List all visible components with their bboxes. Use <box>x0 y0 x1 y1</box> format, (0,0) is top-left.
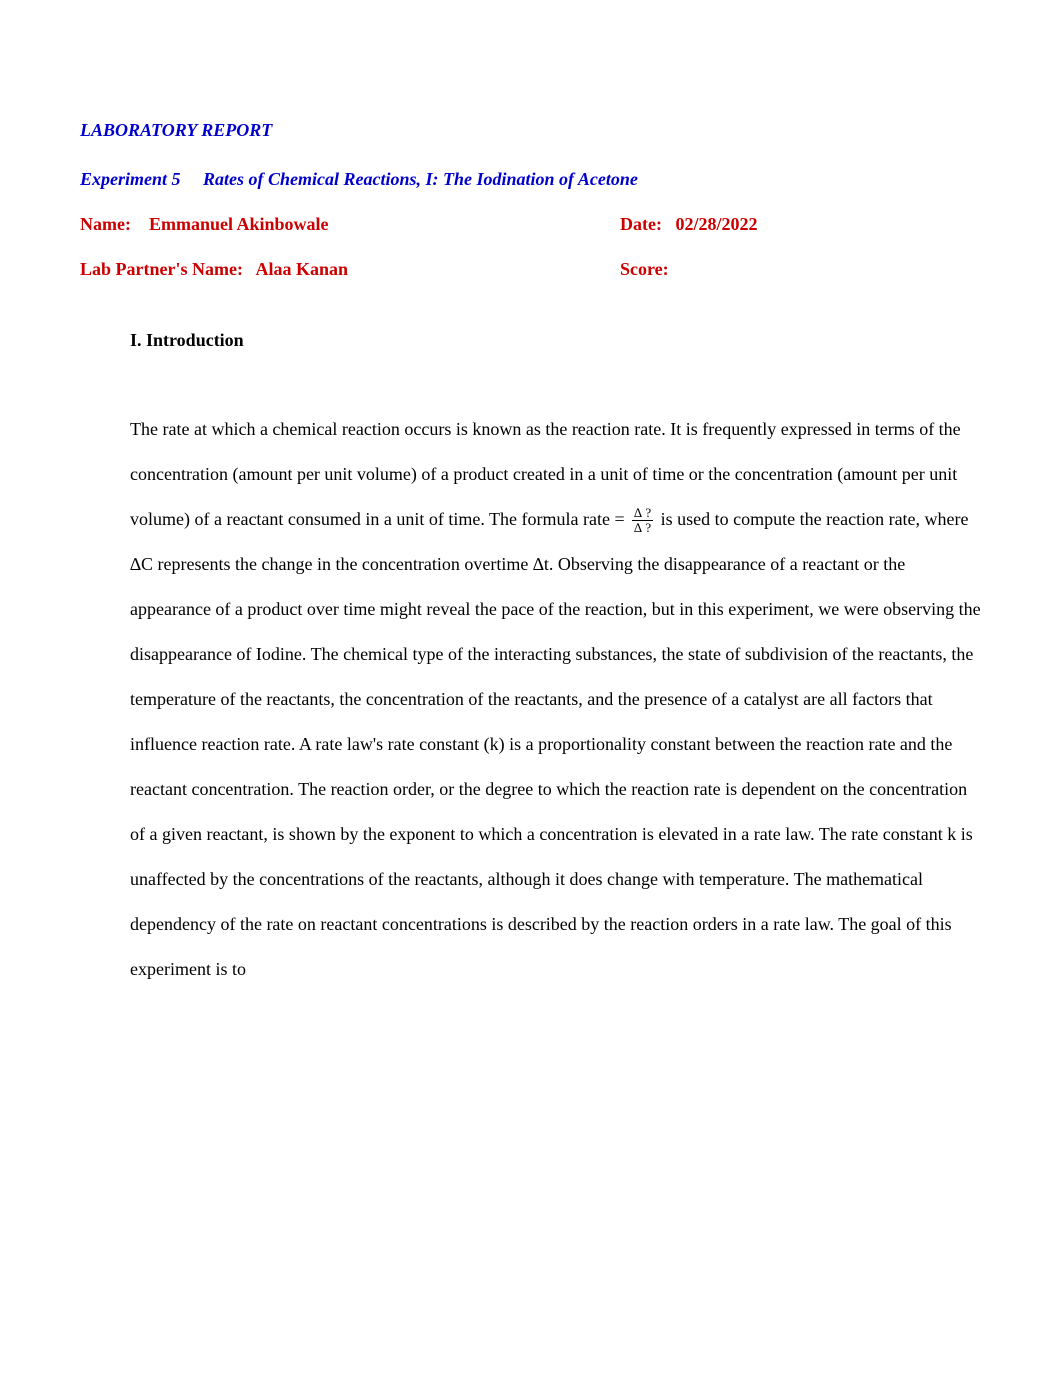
experiment-title: Experiment 5 Rates of Chemical Reactions… <box>80 169 982 190</box>
section-heading-introduction: I. Introduction <box>130 330 982 351</box>
name-row: Name: Emmanuel Akinbowale Date: 02/28/20… <box>80 214 982 235</box>
name-label: Name: <box>80 214 131 234</box>
partner-field: Lab Partner's Name: Alaa Kanan <box>80 259 620 280</box>
score-field: Score: <box>620 259 982 280</box>
date-field: Date: 02/28/2022 <box>620 214 982 235</box>
name-field: Name: Emmanuel Akinbowale <box>80 214 620 235</box>
date-label: Date: <box>620 214 662 234</box>
fraction-numerator: ∆ ? <box>632 506 653 521</box>
rate-fraction: ∆ ? ∆ ? <box>632 506 653 536</box>
partner-label: Lab Partner's Name: <box>80 259 243 279</box>
fraction-denominator: ∆ ? <box>632 521 653 535</box>
name-value: Emmanuel Akinbowale <box>149 214 329 234</box>
paragraph-part-b: is used to compute the reaction rate, wh… <box>130 509 981 979</box>
partner-row: Lab Partner's Name: Alaa Kanan Score: <box>80 259 982 280</box>
date-value: 02/28/2022 <box>675 214 757 234</box>
report-label: LABORATORY REPORT <box>80 120 982 141</box>
experiment-title-text: Rates of Chemical Reactions, I: The Iodi… <box>203 169 638 189</box>
experiment-number: Experiment 5 <box>80 169 181 189</box>
page: LABORATORY REPORT Experiment 5 Rates of … <box>0 0 1062 1377</box>
score-label: Score: <box>620 259 669 279</box>
introduction-body: The rate at which a chemical reaction oc… <box>130 407 982 992</box>
partner-value: Alaa Kanan <box>255 259 348 279</box>
